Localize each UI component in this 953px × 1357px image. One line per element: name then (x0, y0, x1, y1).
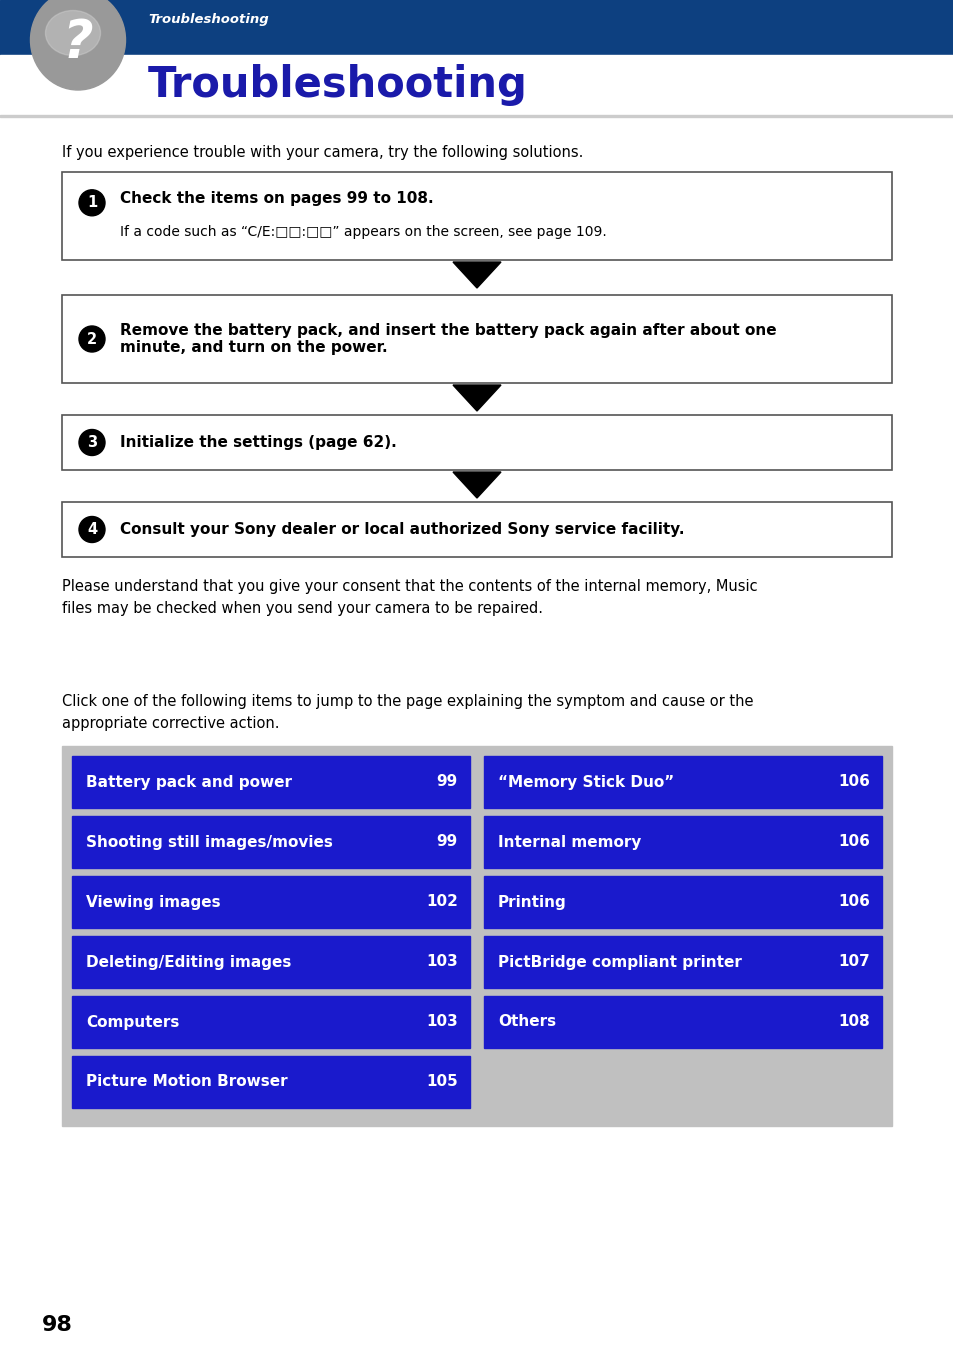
Text: 108: 108 (838, 1015, 869, 1030)
Text: Consult your Sony dealer or local authorized Sony service facility.: Consult your Sony dealer or local author… (120, 522, 684, 537)
Text: 1: 1 (87, 195, 97, 210)
FancyBboxPatch shape (62, 502, 891, 556)
Bar (483, 877, 882, 928)
Text: 106: 106 (838, 775, 869, 790)
Text: 103: 103 (426, 954, 457, 969)
Text: 103: 103 (426, 1015, 457, 1030)
Bar (71, 936, 470, 988)
Text: Initialize the settings (page 62).: Initialize the settings (page 62). (120, 436, 396, 451)
Bar (62, 746, 891, 1126)
Text: Computers: Computers (86, 1015, 179, 1030)
FancyBboxPatch shape (62, 172, 891, 261)
Circle shape (79, 326, 105, 351)
Ellipse shape (46, 11, 100, 56)
Text: Picture Motion Browser: Picture Motion Browser (86, 1075, 287, 1090)
Text: Click one of the following items to jump to the page explaining the symptom and : Click one of the following items to jump… (62, 693, 753, 730)
Text: Shooting still images/movies: Shooting still images/movies (86, 835, 333, 849)
Text: Deleting/Editing images: Deleting/Editing images (86, 954, 291, 969)
Polygon shape (453, 262, 500, 288)
Text: Printing: Printing (497, 894, 566, 909)
Circle shape (79, 517, 105, 543)
Text: Viewing images: Viewing images (86, 894, 220, 909)
Text: Internal memory: Internal memory (497, 835, 640, 849)
Bar (483, 936, 882, 988)
Text: Remove the battery pack, and insert the battery pack again after about one
minut: Remove the battery pack, and insert the … (120, 323, 776, 356)
Bar (71, 816, 470, 868)
Text: 99: 99 (436, 775, 457, 790)
Text: If you experience trouble with your camera, try the following solutions.: If you experience trouble with your came… (62, 145, 583, 160)
Text: Troubleshooting: Troubleshooting (148, 64, 527, 106)
Text: 106: 106 (838, 835, 869, 849)
Bar (71, 1056, 470, 1109)
Polygon shape (453, 385, 500, 411)
Bar (71, 996, 470, 1048)
Circle shape (79, 430, 105, 456)
Bar (0, 56, 953, 115)
Text: Others: Others (497, 1015, 556, 1030)
Text: 4: 4 (87, 522, 97, 537)
Text: “Memory Stick Duo”: “Memory Stick Duo” (497, 775, 674, 790)
Ellipse shape (30, 0, 126, 90)
Text: 3: 3 (87, 436, 97, 451)
Text: 102: 102 (426, 894, 457, 909)
Bar (483, 996, 882, 1048)
Text: PictBridge compliant printer: PictBridge compliant printer (497, 954, 741, 969)
Bar (0, 115, 953, 117)
Bar (0, 0, 953, 56)
Text: 107: 107 (838, 954, 869, 969)
FancyBboxPatch shape (62, 415, 891, 470)
Text: 98: 98 (42, 1315, 72, 1335)
Polygon shape (453, 472, 500, 498)
Bar (483, 756, 882, 807)
Text: 99: 99 (436, 835, 457, 849)
Text: ?: ? (63, 18, 93, 69)
Text: Battery pack and power: Battery pack and power (86, 775, 292, 790)
Text: Please understand that you give your consent that the contents of the internal m: Please understand that you give your con… (62, 579, 757, 616)
Text: 106: 106 (838, 894, 869, 909)
Bar (71, 877, 470, 928)
Text: If a code such as “C/E:□□:□□” appears on the screen, see page 109.: If a code such as “C/E:□□:□□” appears on… (120, 225, 606, 239)
Text: Troubleshooting: Troubleshooting (148, 14, 269, 27)
Text: 105: 105 (426, 1075, 457, 1090)
Bar (71, 756, 470, 807)
Text: Check the items on pages 99 to 108.: Check the items on pages 99 to 108. (120, 191, 434, 206)
Text: 2: 2 (87, 331, 97, 346)
FancyBboxPatch shape (62, 294, 891, 383)
Circle shape (79, 190, 105, 216)
Bar (483, 816, 882, 868)
